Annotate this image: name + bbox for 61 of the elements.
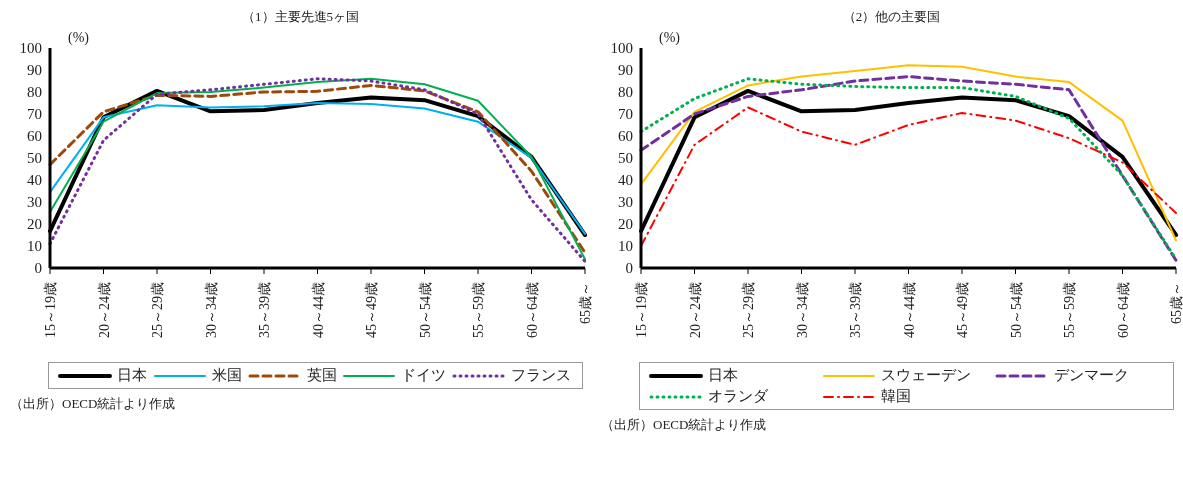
x-tick-label: 45～49歳 [955,282,970,338]
legend-label: 韓国 [881,387,911,406]
y-tick-label: 20 [618,216,633,233]
x-tick-label: 15～19歳 [43,282,58,338]
y-tick-label: 80 [618,84,633,101]
y-tick-label: 90 [27,62,42,79]
y-tick-label: 90 [618,62,633,79]
chart-title: （1）主要先進5ヶ国 [241,8,360,26]
legend-label: オランダ [708,387,768,406]
x-tick-label: 25～29歳 [741,282,756,338]
x-tick-label: 60～64歳 [524,282,540,338]
chart-title: （2）他の主要国 [841,8,942,26]
y-tick-label: 70 [27,106,42,123]
y-tick-label: 100 [610,40,633,57]
legend-label: フランス [511,366,572,385]
y-tick-label: 10 [618,238,633,255]
y-tick-label: 20 [27,216,42,233]
y-axis-title: (%) [68,30,89,46]
legend-label: デンマーク [1054,366,1129,385]
y-tick-label: 60 [27,128,42,145]
y-tick-label: 40 [27,172,42,189]
x-tick-label: 20～24歳 [687,282,703,338]
y-tick-label: 60 [618,128,633,145]
x-tick-label: 15～19歳 [634,282,649,338]
x-tick-label: 40～44歳 [310,282,326,338]
y-tick-label: 30 [27,194,42,211]
x-tick-label: 30～34歳 [203,282,219,338]
legend-label: 日本 [708,366,738,385]
x-tick-label: 40～44歳 [901,282,917,338]
text: （出所）OECD統計より作成 [601,416,768,434]
x-tick-label: 65歳～ [1169,282,1183,324]
x-tick-label: 55～59歳 [471,282,486,338]
y-tick-label: 80 [27,84,42,101]
legend-label: 英国 [306,366,337,385]
legend-label: スウェーデン [881,366,971,385]
y-tick-label: 50 [618,150,633,167]
legend-label: 日本 [117,366,147,385]
x-tick-label: 50～54歳 [1008,282,1024,338]
y-tick-label: 100 [19,40,42,57]
y-tick-label: 0 [34,260,42,277]
y-tick-label: 30 [618,194,633,211]
y-tick-label: 70 [618,106,633,123]
x-tick-label: 55～59歳 [1062,282,1077,338]
y-tick-label: 50 [27,150,42,167]
y-tick-label: 40 [618,172,633,189]
text: （出所）OECD統計より作成 [10,395,177,413]
y-tick-label: 0 [625,260,633,277]
y-axis-title: (%) [659,30,680,46]
x-tick-label: 35～39歳 [848,282,863,338]
x-tick-label: 60～64歳 [1115,282,1131,338]
x-tick-label: 45～49歳 [364,282,379,338]
x-tick-label: 65歳～ [578,282,593,324]
legend-label: ドイツ [401,366,447,385]
y-tick-label: 10 [27,238,42,255]
x-tick-label: 35～39歳 [257,282,272,338]
x-tick-label: 30～34歳 [794,282,810,338]
x-tick-label: 50～54歳 [417,282,433,338]
line-series [640,64,1177,242]
legend-label: 米国 [211,366,242,385]
x-tick-label: 25～29歳 [150,282,165,338]
x-tick-label: 20～24歳 [96,282,112,338]
